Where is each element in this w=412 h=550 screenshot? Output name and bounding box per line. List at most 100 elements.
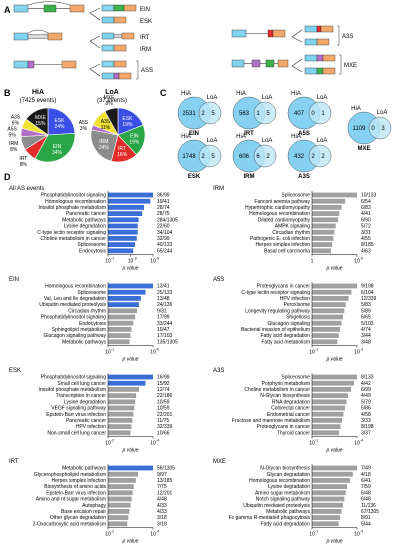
- bar-ratio-label: 6/48: [361, 497, 371, 503]
- x-tick-label: 10: [354, 532, 360, 538]
- bar-ratio-label: 6/41: [361, 478, 371, 484]
- bar-term-label: Pathogenic E. coli infection: [250, 236, 310, 242]
- bar-ratio-label: 3/37: [361, 430, 371, 436]
- venn-ein: HiA LoA 2531 2 5 EIN: [177, 91, 222, 137]
- x-tick-exponent: -5: [360, 257, 363, 261]
- bar: [108, 236, 137, 241]
- loa-slice-pct-irm: 24%: [99, 145, 110, 151]
- bar-ratio-label: 3/44: [361, 333, 371, 339]
- venn-overlap-count: 2: [201, 154, 205, 160]
- venn-loa-circle: [308, 101, 332, 125]
- venn-hia-label: HiA: [291, 134, 301, 140]
- bar-ratio-label: 3/18: [157, 521, 167, 527]
- loa-slice-label-irt: IRT: [118, 146, 126, 152]
- bar-term-label: Lysine degradation: [64, 224, 106, 230]
- x-axis-label: p value: [121, 539, 138, 545]
- bar: [312, 430, 339, 436]
- bar-term-label: Fatty acid degradation: [261, 333, 311, 339]
- bar-ratio-label: 4/55: [361, 236, 371, 242]
- bar: [312, 283, 357, 289]
- venn-a5s: HiA LoA 407 0 1 A5S: [287, 91, 332, 137]
- venn-loa-only-count: 1: [321, 111, 325, 117]
- venn-overlap-count: 6: [256, 154, 260, 160]
- x-axis-label: p value: [121, 357, 138, 363]
- bar-term-label: Notch signaling pathway: [256, 497, 311, 503]
- label-esk: ESK: [140, 19, 152, 25]
- bar-term-label: Lysine degradation: [64, 399, 106, 405]
- bar: [312, 229, 335, 235]
- bar-term-label: Glycerophospholipid metabolism: [34, 472, 106, 478]
- venn-loa-label: LoA: [317, 95, 328, 101]
- bar: [312, 387, 351, 392]
- x-tick-exponent: -1: [315, 348, 318, 352]
- loa-slice-pct-a5s: 3%: [80, 126, 88, 132]
- bar: [312, 380, 354, 386]
- bar-term-label: Proteoglycans in cancer: [257, 284, 311, 290]
- bar-term-label: Biosynthesis of amino acids: [44, 484, 106, 490]
- hia-slice-label-irt: IRT: [19, 156, 27, 162]
- x-tick-exponent: -4: [156, 530, 159, 534]
- bar-ratio-label: 6/99: [361, 387, 371, 393]
- x-tick-label: 10: [105, 532, 111, 538]
- hia-slice-label-ein: EIN: [53, 144, 62, 150]
- hia-slice-esk: [47, 107, 76, 136]
- bar: [108, 484, 134, 489]
- bar-term-label: Shigellosis: [286, 315, 310, 321]
- bar: [108, 502, 131, 508]
- bar-term-label: Pancreatic cancer: [66, 418, 106, 424]
- x-axis-label: p value: [325, 266, 342, 272]
- x-tick-label: 10: [150, 532, 156, 538]
- bar-ratio-label: 36/99: [157, 193, 170, 199]
- panel-a-schematic: EIN ESK IRT IRM: [13, 1, 357, 80]
- bar-ratio-label: 8/198: [361, 424, 374, 430]
- bar-ratio-label: 11/75: [157, 418, 169, 424]
- bar: [108, 405, 135, 411]
- bar-ratio-label: 17/103: [157, 333, 173, 339]
- bar-ratio-label: 13/185: [157, 478, 173, 484]
- bar-ratio-label: 65/244: [157, 248, 173, 254]
- bar-ratio-label: 5/89: [361, 308, 371, 314]
- bar-ratio-label: 5/103: [361, 321, 374, 327]
- loa-slice-irm: [90, 129, 119, 162]
- bar-term-label: Fructose and mannose metabolism: [232, 418, 310, 424]
- bar-term-label: Spliceosome: [77, 242, 106, 248]
- x-axis-label: p value: [121, 266, 138, 272]
- bar-ratio-label: 25/133: [157, 290, 173, 296]
- bar-term-label: Spliceosome: [77, 290, 106, 296]
- bar: [108, 380, 146, 386]
- bar-ratio-label: 4/49: [361, 393, 371, 399]
- venn-title: A5S: [298, 131, 310, 137]
- panel-b-pies: HiA (7425 events) LoA (37 events) ESK24%…: [7, 89, 146, 168]
- bar-term-label: Metabolic pathways: [62, 466, 106, 472]
- bar-term-label: Endometrial cancer: [267, 412, 310, 418]
- venn-overlap-count: 2: [311, 154, 315, 160]
- bar-ratio-label: 4/33: [157, 509, 167, 515]
- loa-slice-pct-mxe: 8%: [105, 101, 113, 107]
- bar-term-label: HPV infection: [76, 424, 107, 430]
- bar: [312, 205, 342, 210]
- hia-pie-subtitle: (7425 events): [20, 98, 57, 104]
- bar-ratio-label: 15/92: [157, 381, 170, 387]
- bar-chart-title: MXE: [213, 459, 226, 465]
- bar-ratio-label: 6/90: [361, 217, 371, 223]
- bar: [312, 248, 331, 254]
- x-tick-exponent: -6: [156, 348, 159, 352]
- bar: [312, 289, 352, 295]
- x-tick-label: 10: [105, 259, 111, 265]
- bar: [312, 496, 345, 502]
- venn-hia-only-count: 2531: [182, 111, 196, 117]
- bar: [108, 490, 133, 496]
- bar-chart-title: IRM: [213, 186, 224, 192]
- schematic-irt-irm: IRT IRM: [13, 29, 151, 53]
- bar-term-label: Phosphatidylinositol signaling: [41, 193, 107, 199]
- bar-term-label: Dilated cardiomyopathy: [258, 217, 311, 223]
- venn-title: EIN: [189, 131, 199, 137]
- bar-ratio-label: 24/136: [157, 302, 173, 308]
- hia-slice-pct-mxe: 15%: [35, 121, 46, 127]
- bar-chart-a3s: A3S Spliceosome 8/133 Porphyrin metabolism 4…: [213, 368, 374, 454]
- venn-hia-only-count: 563: [239, 111, 250, 117]
- bar: [312, 490, 346, 496]
- bar: [108, 411, 134, 417]
